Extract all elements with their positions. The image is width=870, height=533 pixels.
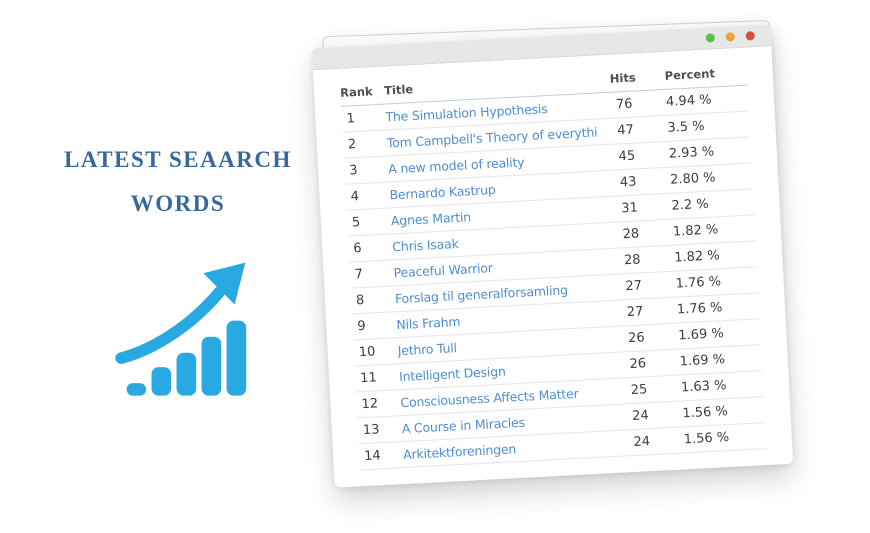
row-percent: 4.94 % — [665, 92, 712, 110]
column-header-title: Title — [383, 82, 414, 98]
row-hits: 26 — [629, 356, 647, 373]
hero-title-line2: WORDS — [130, 191, 226, 216]
row-hits: 76 — [615, 96, 633, 113]
row-hits: 28 — [622, 226, 640, 243]
row-hits: 47 — [616, 122, 635, 139]
row-hits: 28 — [623, 252, 641, 269]
row-percent: 1.76 % — [676, 300, 723, 318]
row-rank: 1 — [346, 111, 356, 127]
row-percent: 1.56 % — [683, 430, 730, 448]
hero-title-line1: LATEST SEAARCH — [64, 147, 292, 172]
row-rank: 6 — [352, 240, 363, 257]
row-percent: 1.56 % — [682, 404, 729, 422]
row-rank: 12 — [361, 396, 379, 413]
row-hits: 26 — [627, 330, 646, 347]
row-rank: 7 — [354, 266, 364, 283]
row-percent: 1.69 % — [677, 326, 725, 344]
row-percent: 1.63 % — [680, 378, 727, 396]
column-header-percent: Percent — [664, 66, 716, 83]
row-percent: 3.5 % — [667, 118, 705, 136]
row-percent: 1.69 % — [679, 352, 726, 370]
row-percent: 1.82 % — [672, 222, 719, 240]
row-percent: 2.2 % — [671, 196, 710, 214]
row-rank: 11 — [359, 370, 378, 387]
row-rank: 9 — [357, 318, 367, 335]
row-rank: 8 — [355, 292, 365, 309]
row-hits: 24 — [631, 408, 650, 425]
row-rank: 2 — [347, 137, 357, 153]
traffic-light-orange[interactable] — [725, 32, 736, 42]
row-rank: 3 — [348, 163, 358, 179]
growth-chart-icon — [114, 254, 248, 398]
row-hits: 24 — [633, 434, 651, 451]
column-header-hits: Hits — [609, 70, 637, 86]
column-header-rank: Rank — [339, 84, 373, 100]
row-hits: 25 — [630, 382, 648, 399]
row-title[interactable]: Arkitektforeningen — [402, 441, 517, 463]
row-hits: 45 — [618, 148, 636, 165]
row-percent: 1.82 % — [673, 248, 721, 266]
traffic-light-red[interactable] — [745, 31, 755, 41]
row-hits: 27 — [626, 304, 644, 321]
row-hits: 43 — [619, 174, 637, 191]
row-hits: 27 — [625, 278, 643, 295]
traffic-light-green[interactable] — [705, 33, 716, 43]
window-card: Rank Title Hits Percent 1 The Simulation… — [311, 24, 794, 488]
hero-title: LATEST SEAARCH WORDS — [28, 138, 328, 226]
table-body: 1 The Simulation Hypothesis 76 4.94 % 2 … — [340, 85, 767, 471]
row-rank: 4 — [350, 189, 360, 205]
row-percent: 2.80 % — [669, 170, 716, 188]
row-percent: 2.93 % — [668, 144, 715, 162]
row-rank: 10 — [358, 344, 376, 361]
row-hits: 31 — [620, 200, 639, 217]
row-rank: 14 — [363, 448, 382, 465]
search-words-table: Rank Title Hits Percent 1 The Simulation… — [313, 46, 792, 471]
row-rank: 5 — [351, 215, 361, 231]
row-rank: 13 — [362, 422, 380, 439]
row-percent: 1.76 % — [675, 274, 722, 292]
